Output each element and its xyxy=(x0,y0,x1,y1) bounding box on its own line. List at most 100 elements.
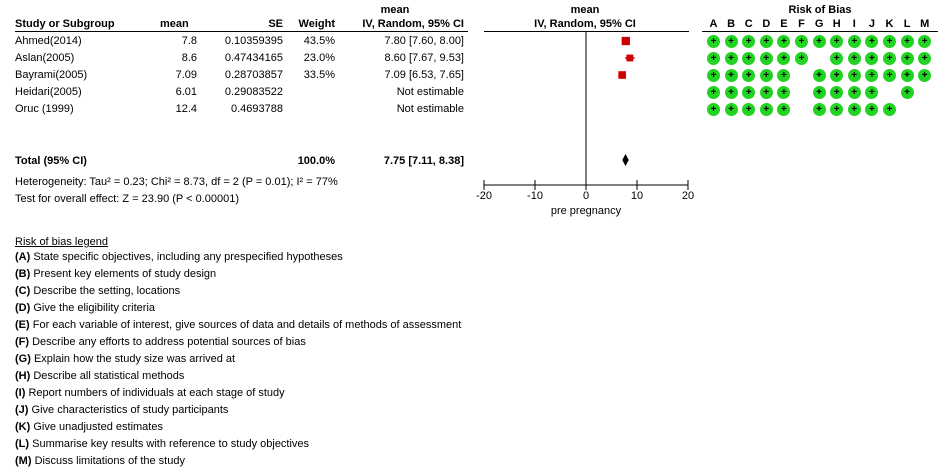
study-se: 0.47434165 xyxy=(224,52,283,64)
rob-low-risk-icon: + xyxy=(847,35,861,48)
rob-low-risk-icon: + xyxy=(883,52,896,65)
legend-title: Risk of bias legend xyxy=(15,236,108,248)
rob-low-risk-icon: + xyxy=(883,35,896,48)
legend-item: (C) Describe the setting, locations xyxy=(15,285,180,298)
study-ci: 7.09 [6.53, 7.65] xyxy=(384,69,464,81)
overall-effect-text: Test for overall effect: Z = 23.90 (P < … xyxy=(15,193,240,205)
rob-letter-h: H xyxy=(832,18,841,30)
header-rule-plot xyxy=(484,31,689,32)
rob-letter-k: K xyxy=(885,18,894,30)
study-ci: 8.60 [7.67, 9.53] xyxy=(384,52,464,64)
rob-low-risk-icon: + xyxy=(865,69,879,82)
rob-letter-f: F xyxy=(798,18,805,30)
legend-key: (I) xyxy=(15,387,26,399)
rob-letter-b: B xyxy=(727,18,736,30)
x-tick-label: 0 xyxy=(583,190,589,202)
rob-low-risk-icon: + xyxy=(812,69,826,82)
rob-low-risk-icon: + xyxy=(900,69,914,82)
rob-low-risk-icon: + xyxy=(707,35,720,48)
study-marker xyxy=(618,71,626,79)
total-weight: 100.0% xyxy=(297,155,335,167)
rob-letter-d: D xyxy=(762,18,771,30)
rob-low-risk-icon: + xyxy=(900,35,914,48)
legend-key: (M) xyxy=(15,455,32,467)
rob-low-risk-icon: + xyxy=(900,52,914,65)
rob-low-risk-icon: + xyxy=(918,52,932,65)
legend-key: (G) xyxy=(15,353,31,365)
legend-item: (M) Discuss limitations of the study xyxy=(15,455,185,468)
pooled-diamond xyxy=(622,154,629,166)
rob-low-risk-icon: + xyxy=(777,86,791,99)
legend-item: (G) Explain how the study size was arriv… xyxy=(15,353,235,366)
legend-text: Give unadjusted estimates xyxy=(33,421,163,433)
legend-item: (I) Report numbers of individuals at eac… xyxy=(15,387,285,400)
legend-key: (E) xyxy=(15,319,30,331)
legend-key: (K) xyxy=(15,421,31,433)
study-se: 0.4693788 xyxy=(231,103,283,115)
study-weight: 43.5% xyxy=(303,35,335,47)
legend-key: (B) xyxy=(15,268,31,280)
header-se: SE xyxy=(268,18,283,30)
header-rule-left xyxy=(15,31,468,32)
rob-low-risk-icon: + xyxy=(883,69,896,82)
legend-item: (D) Give the eligibility criteria xyxy=(15,302,155,315)
study-name: Heidari(2005) xyxy=(15,86,82,98)
rob-low-risk-icon: + xyxy=(759,52,773,65)
rob-low-risk-icon: + xyxy=(724,103,738,116)
study-weight: 23.0% xyxy=(303,52,335,64)
rob-low-risk-icon: + xyxy=(812,86,826,99)
rob-letter-j: J xyxy=(868,18,875,30)
rob-low-risk-icon: + xyxy=(724,52,738,65)
study-ci: Not estimable xyxy=(396,86,464,98)
study-se: 0.28703857 xyxy=(224,69,283,81)
rob-low-risk-icon: + xyxy=(777,103,791,116)
study-se: 0.29083522 xyxy=(224,86,283,98)
rob-low-risk-icon: + xyxy=(865,52,879,65)
rob-low-risk-icon: + xyxy=(759,69,773,82)
rob-low-risk-icon: + xyxy=(707,86,720,99)
study-mean: 7.09 xyxy=(175,69,197,81)
x-tick-label: -20 xyxy=(476,190,492,202)
legend-item: (H) Describe all statistical methods xyxy=(15,370,184,383)
legend-key: (J) xyxy=(15,404,29,416)
study-marker xyxy=(621,36,630,46)
study-name: Aslan(2005) xyxy=(15,52,75,64)
header-study: Study or Subgroup xyxy=(15,18,115,30)
header-rob-title: Risk of Bias xyxy=(788,4,852,16)
rob-low-risk-icon: + xyxy=(724,86,738,99)
rob-low-risk-icon: + xyxy=(847,86,861,99)
legend-text: Describe all statistical methods xyxy=(33,370,185,382)
rob-letter-i: I xyxy=(852,18,856,30)
rob-low-risk-icon: + xyxy=(777,52,791,65)
rob-low-risk-icon: + xyxy=(795,52,808,65)
rob-low-risk-icon: + xyxy=(812,35,826,48)
legend-text: Present key elements of study design xyxy=(33,268,217,280)
study-se: 0.10359395 xyxy=(224,35,283,47)
legend-key: (C) xyxy=(15,285,31,297)
legend-text: Describe the setting, locations xyxy=(33,285,181,297)
total-ci: 7.75 [7.11, 8.38] xyxy=(383,155,464,167)
rob-low-risk-icon: + xyxy=(830,86,844,99)
rob-low-risk-icon: + xyxy=(724,69,738,82)
rob-low-risk-icon: + xyxy=(847,52,861,65)
rob-letter-c: C xyxy=(744,18,753,30)
rob-low-risk-icon: + xyxy=(777,69,791,82)
rob-low-risk-icon: + xyxy=(707,69,720,82)
legend-item: (A) State specific objectives, including… xyxy=(15,251,343,264)
rob-low-risk-icon: + xyxy=(865,103,879,116)
rob-low-risk-icon: + xyxy=(759,35,773,48)
x-tick-label: 10 xyxy=(631,190,643,202)
legend-item: (F) Describe any efforts to address pote… xyxy=(15,336,306,349)
study-marker xyxy=(626,54,634,62)
study-mean: 12.4 xyxy=(175,103,197,115)
x-axis-label: pre pregnancy xyxy=(551,205,622,217)
header-plot-ci: IV, Random, 95% CI xyxy=(534,18,636,30)
rob-low-risk-icon: + xyxy=(795,35,808,48)
total-label: Total (95% CI) xyxy=(15,155,87,167)
header-mean-top-plot: mean xyxy=(570,4,600,16)
legend-text: Give characteristics of study participan… xyxy=(31,404,229,416)
study-mean: 7.8 xyxy=(181,35,197,47)
x-tick-label: -10 xyxy=(527,190,543,202)
header-mean: mean xyxy=(160,18,189,30)
